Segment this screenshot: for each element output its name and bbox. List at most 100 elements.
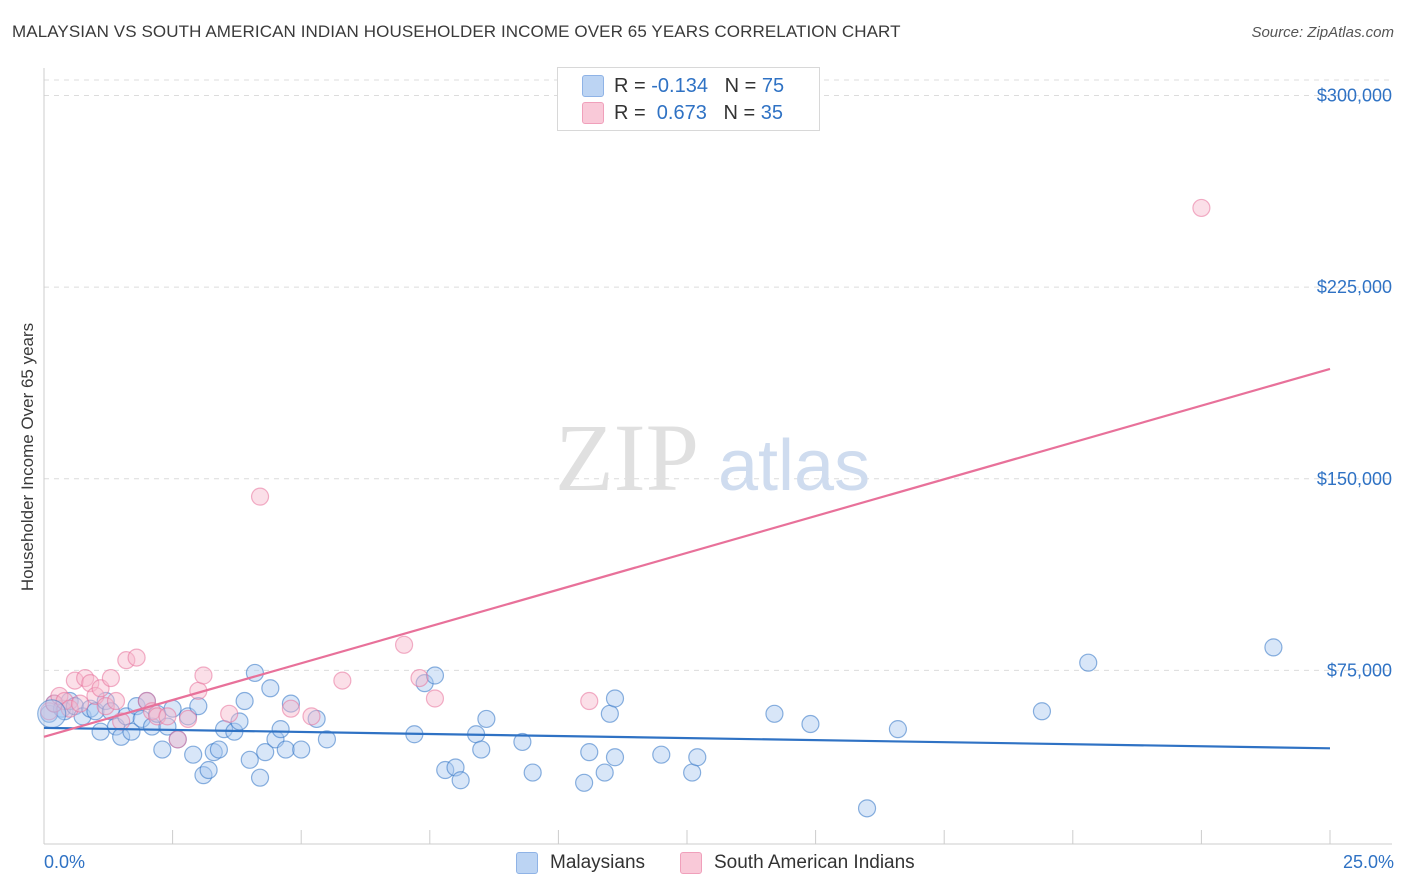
- malaysian-point: [652, 745, 671, 764]
- south-american-indian-point: [220, 704, 239, 723]
- south-american-indian-point: [158, 707, 177, 726]
- legend-item-south-american-indians[interactable]: South American Indians: [680, 852, 915, 874]
- legend-row-malaysians: R = -0.134 N = 75: [582, 74, 785, 98]
- south-american-indian-point: [394, 635, 414, 654]
- malaysian-point: [801, 714, 820, 734]
- y-tick-label: $75,000: [1327, 660, 1392, 680]
- south-american-indian-point: [70, 694, 90, 713]
- malaysian-point: [240, 750, 259, 769]
- grid-lines: [44, 79, 1392, 671]
- legend-swatch-pink: [582, 102, 604, 124]
- south-american-indian-point: [127, 648, 146, 667]
- r-label: R =: [614, 101, 652, 124]
- malaysian-point: [256, 743, 275, 762]
- y-tick-label: $300,000: [1317, 86, 1392, 106]
- south-american-indian-point: [168, 730, 187, 749]
- series-legend: Malaysians South American Indians: [0, 852, 1406, 878]
- south-american-indian-point: [178, 709, 198, 729]
- data-points: [37, 198, 1283, 818]
- malaysian-point: [209, 740, 228, 759]
- malaysian-trend-line: [43, 726, 1331, 750]
- malaysian-point: [153, 740, 172, 759]
- watermark-atlas: atlas: [718, 426, 870, 506]
- x-tick-min: 0.0%: [44, 852, 86, 872]
- malaysian-point: [575, 773, 594, 792]
- malaysian-point: [276, 740, 295, 759]
- malaysian-point: [595, 763, 614, 782]
- trend-lines: [43, 367, 1331, 750]
- y-tick-label: $150,000: [1317, 469, 1392, 489]
- malaysian-point: [250, 768, 270, 787]
- malaysian-point: [1032, 702, 1052, 721]
- south-american-indian-trend-line: [43, 367, 1331, 738]
- malaysian-point: [235, 691, 254, 711]
- malaysian-point: [189, 697, 208, 716]
- south-american-indian-point: [1192, 198, 1211, 218]
- malaysian-point: [91, 722, 110, 741]
- south-american-indian-point: [425, 689, 445, 708]
- legend-label: South American Indians: [714, 852, 915, 873]
- n-label: N =: [724, 74, 762, 97]
- south-american-indian-point: [302, 707, 321, 726]
- malaysian-point: [204, 743, 223, 762]
- r-value: 0.673: [651, 101, 707, 124]
- malaysian-point: [292, 740, 311, 759]
- legend-swatch-blue: [582, 75, 604, 97]
- legend-row-south-american-indians: R = 0.673 N = 35: [582, 101, 784, 125]
- malaysian-point: [261, 679, 280, 698]
- malaysian-point: [472, 740, 491, 759]
- malaysian-point: [194, 766, 213, 785]
- n-value: 35: [760, 101, 784, 124]
- malaysian-point: [271, 720, 290, 739]
- south-american-indian-point: [410, 668, 429, 688]
- malaysian-point: [605, 689, 625, 708]
- malaysian-point: [600, 704, 619, 723]
- south-american-indian-point: [148, 707, 167, 726]
- malaysian-point: [65, 697, 84, 716]
- y-tick-labels: $75,000 $150,000 $225,000 $300,000: [1317, 86, 1392, 681]
- malaysian-point: [199, 760, 218, 780]
- malaysian-point: [688, 748, 707, 767]
- malaysian-point: [317, 730, 337, 749]
- malaysian-point: [477, 709, 496, 729]
- malaysian-point: [184, 745, 203, 764]
- malaysian-cluster-point: [37, 699, 67, 729]
- south-american-indian-point: [281, 699, 301, 718]
- y-tick-label: $225,000: [1317, 277, 1392, 297]
- r-value: -0.134: [651, 74, 708, 97]
- south-american-indian-point: [250, 487, 270, 506]
- malaysian-point: [857, 799, 877, 818]
- watermark-zip: ZIP: [555, 404, 699, 511]
- malaysian-point: [523, 763, 542, 782]
- legend-item-malaysians[interactable]: Malaysians: [516, 852, 645, 874]
- malaysian-point: [281, 694, 301, 713]
- legend-swatch-blue: [516, 852, 538, 874]
- south-american-indian-point: [194, 666, 213, 685]
- axes: [43, 68, 1392, 845]
- x-tick-max: 25.0%: [1342, 852, 1394, 872]
- south-american-indian-point: [333, 671, 352, 690]
- south-american-indian-point: [96, 697, 115, 716]
- legend-label: Malaysians: [550, 852, 646, 873]
- malaysian-point: [580, 743, 599, 762]
- n-value: 75: [761, 74, 785, 97]
- r-label: R =: [614, 74, 652, 97]
- malaysian-point: [415, 674, 434, 693]
- south-american-indian-point: [580, 691, 599, 711]
- malaysian-point: [425, 666, 445, 685]
- legend-swatch-pink: [680, 852, 702, 874]
- source-credit: Source: ZipAtlas.com: [1251, 24, 1394, 41]
- south-american-indian-point: [76, 668, 95, 688]
- watermark: ZIP atlas: [555, 404, 870, 511]
- malaysian-point: [605, 748, 625, 767]
- n-label: N =: [723, 101, 761, 124]
- malaysian-point: [307, 709, 326, 729]
- malaysian-point: [513, 732, 532, 752]
- malaysian-point: [765, 704, 784, 723]
- correlation-legend: R = -0.134 N = 75 R = 0.673 N = 35: [557, 67, 820, 131]
- malaysian-point: [888, 720, 908, 739]
- chart-title: MALAYSIAN VS SOUTH AMERICAN INDIAN HOUSE…: [12, 22, 901, 41]
- south-american-indian-point: [101, 668, 120, 688]
- malaysian-point: [1079, 653, 1098, 672]
